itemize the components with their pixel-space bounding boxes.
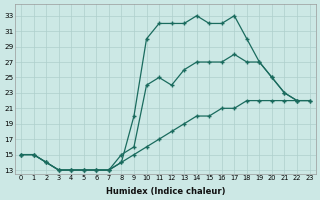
X-axis label: Humidex (Indice chaleur): Humidex (Indice chaleur) [106, 187, 225, 196]
